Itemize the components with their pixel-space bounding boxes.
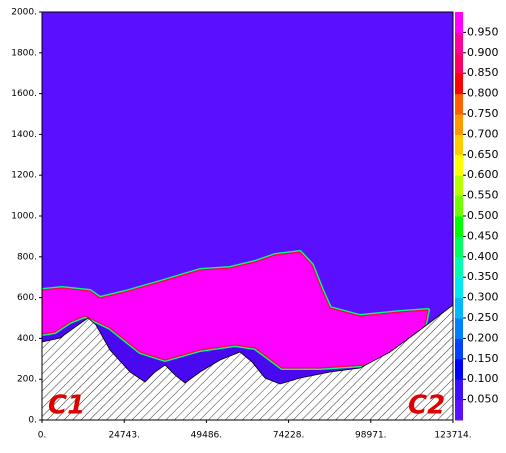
- colorbar-band: [455, 358, 463, 380]
- y-tick-label: 1600.: [11, 89, 37, 99]
- colorbar-band: [455, 114, 463, 135]
- colorbar-band: [455, 195, 463, 217]
- y-tick-label: 1200.: [11, 171, 37, 181]
- x-tick-label: 98971.: [355, 431, 387, 441]
- terrain: [42, 304, 453, 420]
- colorbar-tick-label: 0.750: [467, 107, 499, 120]
- x-tick-label: 123714.: [434, 431, 471, 441]
- colorbar-band: [455, 216, 463, 237]
- field-high: [42, 251, 429, 369]
- colorbar-tick-label: 0.650: [467, 148, 499, 161]
- colorbar-band: [455, 236, 463, 258]
- y-tick-label: 1800.: [11, 48, 37, 58]
- colorbar-tick-label: 0.100: [467, 372, 499, 385]
- annotation: C1: [48, 391, 85, 421]
- colorbar-tick-label: 0.850: [467, 66, 499, 79]
- y-tick-label: 600.: [17, 293, 37, 303]
- colorbar-band: [455, 379, 463, 401]
- annotation: C2: [408, 391, 445, 421]
- y-tick-label: 1400.: [11, 130, 37, 140]
- colorbar-tick-label: 0.450: [467, 229, 499, 242]
- colorbar-band: [455, 277, 463, 299]
- colorbar-band: [455, 399, 463, 421]
- colorbar-tick-label: 0.050: [467, 393, 499, 406]
- colorbar-band: [455, 12, 463, 33]
- colorbar-band: [455, 256, 463, 278]
- y-tick-label: 200.: [17, 375, 37, 385]
- colorbar-band: [455, 154, 463, 176]
- colorbar-tick-label: 0.300: [467, 291, 499, 304]
- colorbar-band: [455, 134, 463, 156]
- x-tick-label: 0.: [38, 431, 47, 441]
- x-tick-label: 24743.: [108, 431, 140, 441]
- x-tick-label: 74228.: [273, 431, 305, 441]
- colorbar-band: [455, 318, 463, 339]
- colorbar-band: [455, 32, 463, 54]
- colorbar-tick-label: 0.400: [467, 250, 499, 263]
- y-tick-label: 2000.: [11, 8, 37, 18]
- colorbar-tick-label: 0.200: [467, 331, 499, 344]
- colorbar-tick-label: 0.350: [467, 270, 499, 283]
- y-tick-label: 800.: [17, 252, 37, 262]
- colorbar-tick-label: 0.600: [467, 168, 499, 181]
- colorbar-tick-label: 0.700: [467, 127, 499, 140]
- colorbar-band: [455, 93, 463, 115]
- colorbar-band: [455, 73, 463, 95]
- colorbar-tick-label: 0.550: [467, 189, 499, 202]
- colorbar-tick-label: 0.800: [467, 87, 499, 100]
- x-tick-label: 49486.: [191, 431, 223, 441]
- colorbar-tick-label: 0.150: [467, 352, 499, 365]
- colorbar-band: [455, 175, 463, 197]
- y-tick-label: 0.: [28, 416, 37, 426]
- colorbar-tick-label: 0.250: [467, 311, 499, 324]
- colorbar-band: [455, 338, 463, 360]
- y-tick-label: 1000.: [11, 212, 37, 222]
- colorbar-tick-label: 0.950: [467, 25, 499, 38]
- colorbar-tick-label: 0.500: [467, 209, 499, 222]
- colorbar-band: [455, 52, 463, 74]
- plot-area: [42, 12, 453, 420]
- colorbar-tick-label: 0.900: [467, 46, 499, 59]
- colorbar-band: [455, 297, 463, 319]
- y-tick-label: 400.: [17, 334, 37, 344]
